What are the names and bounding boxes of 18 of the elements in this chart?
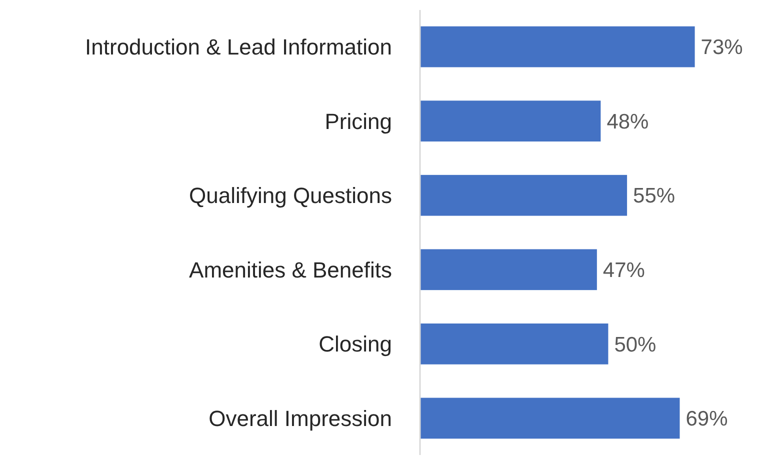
- y-tick-label: Closing: [318, 332, 392, 357]
- bar: [420, 26, 695, 68]
- y-tick-label: Pricing: [324, 108, 392, 134]
- bar: [420, 174, 628, 216]
- bar: [420, 249, 597, 290]
- data-label: 69%: [686, 408, 728, 431]
- y-tick-label: Overall Impression: [208, 406, 392, 431]
- data-label: 47%: [602, 258, 645, 282]
- data-label: 48%: [606, 110, 649, 134]
- y-tick-label: Amenities & Benefits: [189, 257, 392, 282]
- y-tick-label: Qualifying Questions: [189, 183, 392, 208]
- data-label: 73%: [700, 36, 743, 60]
- data-label: 50%: [614, 333, 656, 356]
- data-label: 55%: [633, 184, 676, 208]
- bar: [420, 100, 601, 142]
- y-tick-label: Introduction & Lead Information: [85, 34, 392, 60]
- bar: [420, 324, 608, 364]
- bar: [420, 398, 680, 439]
